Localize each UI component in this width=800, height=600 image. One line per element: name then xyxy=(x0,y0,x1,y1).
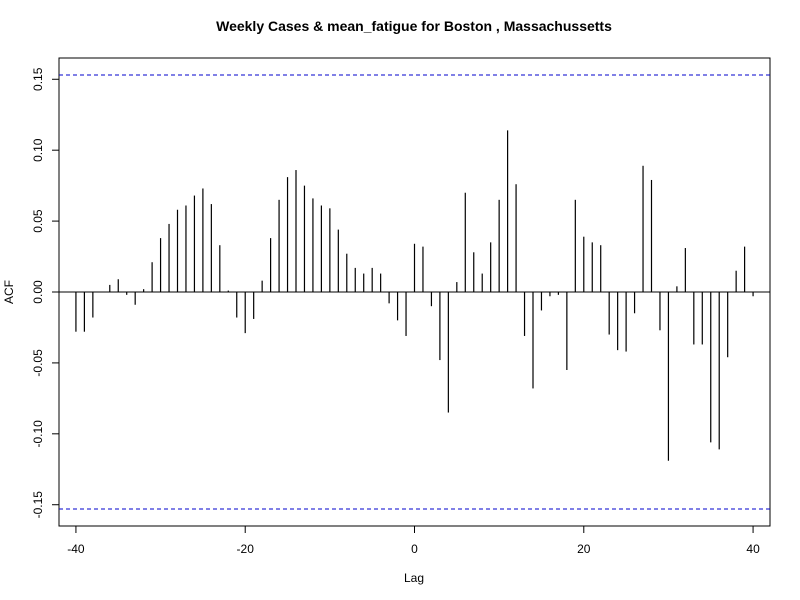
acf-bars xyxy=(75,130,754,461)
x-tick-label: 40 xyxy=(746,542,760,556)
y-tick-label: 0.15 xyxy=(31,67,45,91)
x-tick-label: 0 xyxy=(411,542,418,556)
y-tick-label: -0.05 xyxy=(31,349,45,377)
y-axis-label: ACF xyxy=(2,280,16,304)
y-tick-label: -0.10 xyxy=(31,420,45,448)
y-tick-label: 0.05 xyxy=(31,209,45,233)
x-axis: -40 -20 0 20 40 xyxy=(67,525,760,556)
y-axis: -0.15 -0.10 -0.05 0.00 0.05 0.10 0.15 xyxy=(31,67,60,519)
y-tick-label: 0.00 xyxy=(31,280,45,304)
x-tick-label: -20 xyxy=(237,542,255,556)
x-tick-label: 20 xyxy=(577,542,591,556)
x-tick-label: -40 xyxy=(67,542,85,556)
y-tick-label: 0.10 xyxy=(31,138,45,162)
x-axis-label: Lag xyxy=(404,571,424,585)
chart-title: Weekly Cases & mean_fatigue for Boston ,… xyxy=(216,18,612,34)
y-tick-label: -0.15 xyxy=(31,491,45,519)
